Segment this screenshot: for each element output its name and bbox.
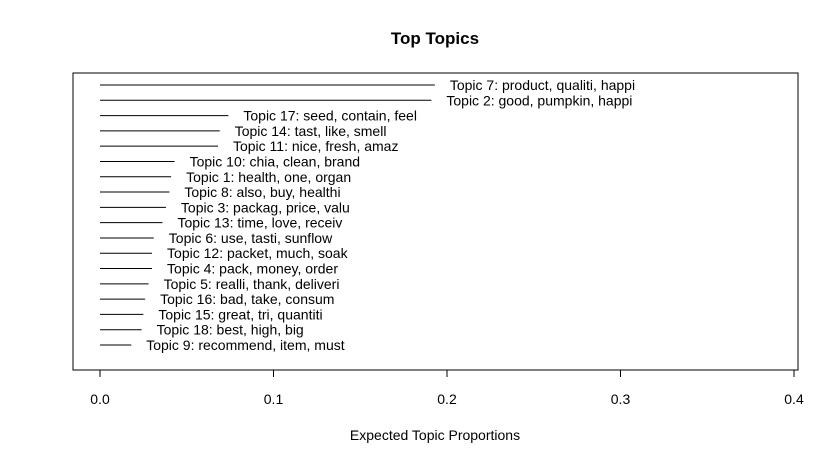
x-tick-label-0: 0.0: [90, 391, 110, 407]
bar-label-17: Topic 18: best, high, big: [157, 322, 304, 338]
bar-label-7: Topic 1: health, one, organ: [186, 169, 351, 185]
bar-label-6: Topic 10: chia, clean, brand: [190, 153, 360, 169]
bar-label-8: Topic 8: also, buy, healthi: [184, 184, 340, 200]
bar-label-11: Topic 6: use, tasti, sunflow: [169, 230, 333, 246]
bar-label-9: Topic 3: packag, price, valu: [181, 199, 350, 215]
bar-label-2: Topic 2: good, pumpkin, happi: [446, 92, 632, 108]
chart-title: Top Topics: [391, 29, 479, 48]
x-axis-label: Expected Topic Proportions: [350, 427, 520, 443]
bar-label-12: Topic 12: packet, much, soak: [167, 245, 349, 261]
bar-label-14: Topic 5: realli, thank, deliveri: [164, 276, 340, 292]
bar-label-1: Topic 7: product, qualiti, happi: [450, 77, 635, 93]
x-axis-ticks: 0.0 0.1 0.2 0.3 0.4: [90, 370, 804, 407]
x-tick-label-1: 0.1: [264, 391, 284, 407]
x-tick-label-2: 0.2: [437, 391, 457, 407]
bar-group: [100, 84, 435, 346]
bar-label-5: Topic 11: nice, fresh, amaz: [233, 138, 398, 154]
bar-label-3: Topic 17: seed, contain, feel: [243, 108, 417, 124]
bar-label-16: Topic 15: great, tri, quantiti: [158, 306, 322, 322]
x-tick-label-4: 0.4: [784, 391, 804, 407]
bar-label-18: Topic 9: recommend, item, must: [146, 337, 345, 353]
bar-label-15: Topic 16: bad, take, consum: [160, 291, 334, 307]
bar-label-13: Topic 4: pack, money, order: [167, 261, 338, 277]
x-tick-label-3: 0.3: [611, 391, 631, 407]
bar-label-10: Topic 13: time, love, receiv: [177, 215, 342, 231]
bar-label-4: Topic 14: tast, like, smell: [235, 123, 387, 139]
